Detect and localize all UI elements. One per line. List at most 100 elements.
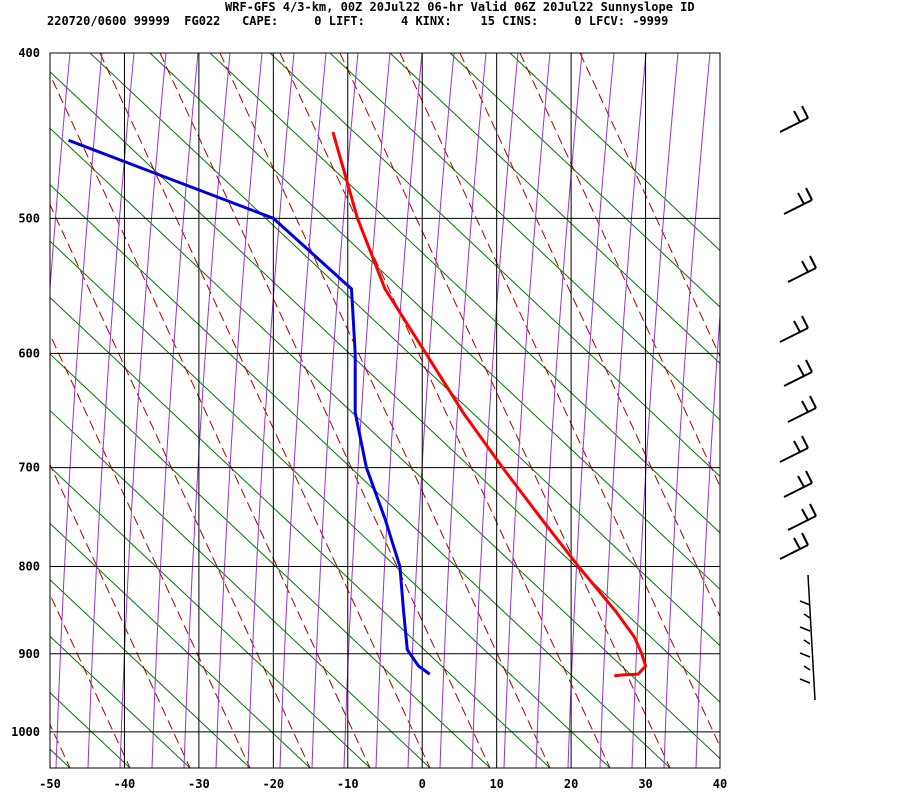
curve-line xyxy=(503,53,551,768)
skew-line xyxy=(0,53,10,768)
barb-flag xyxy=(801,260,809,273)
curve-line xyxy=(663,53,711,768)
barb-flag xyxy=(801,435,809,449)
skew-line xyxy=(50,635,191,768)
skew-line xyxy=(50,579,251,768)
curve-line xyxy=(599,53,647,768)
y-tick-label: 400 xyxy=(18,46,40,60)
curve-line xyxy=(567,53,615,768)
barb-flag xyxy=(799,652,811,658)
skew-line xyxy=(50,296,551,768)
barb-flag xyxy=(799,600,811,606)
curve-line xyxy=(151,53,199,768)
barb-shaft xyxy=(787,515,817,531)
barb-flag xyxy=(793,320,801,333)
y-tick-label: 500 xyxy=(18,211,40,225)
curve-line xyxy=(375,53,423,768)
curve-line xyxy=(215,53,263,768)
x-tick-labels: -50 -40 -30 -20 -10 0 10 20 30 40 xyxy=(39,777,727,791)
curve-line xyxy=(695,308,720,768)
dashed-line xyxy=(50,333,251,768)
dashed-line xyxy=(50,203,311,768)
curve-line xyxy=(183,53,231,768)
barb-flag xyxy=(805,187,813,201)
wind-barb xyxy=(787,503,817,531)
curve-line xyxy=(471,53,519,768)
dashed-line xyxy=(219,53,551,768)
barb-flag xyxy=(793,537,801,550)
barb-shaft xyxy=(779,544,809,560)
barb-flag xyxy=(809,395,817,409)
barb-shaft xyxy=(779,117,809,133)
dashed-line xyxy=(579,53,720,358)
x-tick-label: -20 xyxy=(262,777,284,791)
x-tick-label: 40 xyxy=(713,777,727,791)
x-tick-label: 30 xyxy=(638,777,652,791)
curve-line xyxy=(87,53,135,768)
wind-barb-cluster xyxy=(799,574,816,701)
grid xyxy=(50,53,720,768)
barb-shaft xyxy=(787,267,817,283)
curve-line xyxy=(119,53,167,768)
x-tick-label: -30 xyxy=(188,777,210,791)
wind-barb xyxy=(783,359,813,387)
barb-flag xyxy=(801,315,809,329)
barb-flag xyxy=(805,470,813,484)
series-line-1 xyxy=(68,138,431,676)
barb-flag xyxy=(809,255,817,269)
skew-line xyxy=(50,522,311,768)
dashed-line xyxy=(50,73,371,768)
y-tick-label: 900 xyxy=(18,647,40,661)
barb-flag xyxy=(793,110,801,123)
y-tick-label: 800 xyxy=(18,560,40,574)
plot-border xyxy=(49,52,721,769)
barb-flag xyxy=(803,639,811,645)
chart-title: WRF-GFS 4/3-km, 00Z 20Jul22 06-hr Valid … xyxy=(225,0,695,14)
barb-shaft xyxy=(783,482,813,498)
skew-line xyxy=(389,53,720,365)
dashed-line xyxy=(279,53,611,768)
wind-barbs xyxy=(779,105,817,701)
dashed-line xyxy=(0,53,10,768)
skew-line xyxy=(50,71,720,703)
skew-line xyxy=(449,53,720,308)
x-tick-label: 10 xyxy=(489,777,503,791)
x-tick-label: -10 xyxy=(337,777,359,791)
barb-shaft xyxy=(783,199,813,215)
barb-flag xyxy=(805,359,813,373)
y-tick-label: 1000 xyxy=(11,725,40,739)
curve-line xyxy=(407,53,455,768)
background-lines xyxy=(0,53,720,768)
wind-barb xyxy=(787,255,817,283)
curve-line xyxy=(631,53,679,768)
curve-line xyxy=(279,53,327,768)
dashed-line xyxy=(399,53,720,748)
barb-shaft xyxy=(779,447,809,463)
dashed-line xyxy=(459,53,720,618)
wind-barb xyxy=(783,187,813,215)
barb-flag xyxy=(809,503,817,517)
skew-line xyxy=(50,127,720,760)
barb-shaft xyxy=(783,371,813,387)
x-tick-label: -50 xyxy=(39,777,61,791)
curve-line xyxy=(247,53,295,768)
barb-flag xyxy=(801,400,809,413)
skew-line xyxy=(50,409,431,768)
barb-flag xyxy=(801,508,809,521)
curve-line xyxy=(55,53,103,768)
series-layer xyxy=(68,131,648,678)
barb-flag xyxy=(803,613,811,619)
x-tick-label: 20 xyxy=(564,777,578,791)
curve-line xyxy=(311,53,359,768)
curve-line xyxy=(0,53,6,768)
wind-barb xyxy=(779,105,809,133)
dashed-line xyxy=(339,53,671,768)
barb-flag xyxy=(797,475,805,488)
sounding-indices: 220720/0600 99999 FG022 CAPE: 0 LIFT: 4 … xyxy=(47,14,669,28)
skew-line xyxy=(209,53,720,534)
y-tick-label: 700 xyxy=(18,461,40,475)
dashed-line xyxy=(159,53,491,768)
barb-flag xyxy=(797,364,805,377)
skew-line xyxy=(509,53,720,252)
